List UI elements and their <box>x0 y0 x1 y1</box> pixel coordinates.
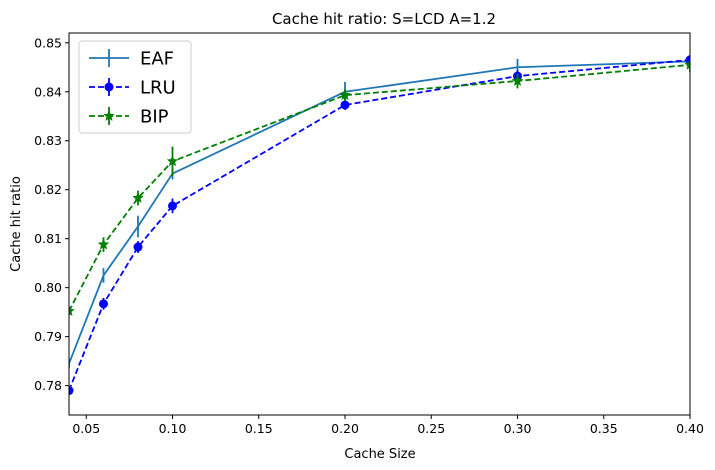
series-layer <box>69 55 690 396</box>
legend-marker-bip <box>103 109 115 121</box>
x-tick-label: 0.10 <box>159 421 187 436</box>
data-point-bip <box>511 74 524 86</box>
data-point-bip <box>132 191 144 204</box>
legend-box <box>78 40 192 134</box>
x-axis-label: Cache Size <box>344 447 415 462</box>
y-tick-label: 0.84 <box>34 84 62 99</box>
data-point-bip <box>97 238 110 250</box>
legend-item-lru: LRU <box>89 78 176 99</box>
legend: EAF LRU BIP <box>78 40 192 134</box>
data-point-lru <box>99 299 108 309</box>
y-axis-label: Cache hit ratio <box>9 176 24 272</box>
y-tick-label: 0.82 <box>34 182 62 197</box>
data-point-lru <box>340 100 350 110</box>
data-point-lru <box>69 386 74 396</box>
x-tick-label: 0.30 <box>504 421 532 436</box>
y-tick-label: 0.83 <box>34 133 62 148</box>
series-bip <box>69 57 690 317</box>
y-tick-label: 0.81 <box>34 231 62 246</box>
data-point-lru <box>168 201 177 211</box>
plot-frame <box>68 32 691 416</box>
legend-item-eaf: EAF <box>89 49 174 70</box>
legend-marker-lru <box>104 82 114 92</box>
legend-label-eaf: EAF <box>140 49 174 70</box>
y-tick-label: 0.80 <box>34 280 62 295</box>
x-tick-label: 0.20 <box>331 421 359 436</box>
data-point-bip <box>166 155 179 167</box>
x-tick-label: 0.15 <box>245 421 273 436</box>
y-tick-label: 0.78 <box>34 378 62 393</box>
x-tick-label: 0.05 <box>72 421 100 436</box>
x-tick-label: 0.35 <box>590 421 618 436</box>
data-point-bip <box>69 304 75 317</box>
data-point-lru <box>133 242 143 252</box>
y-tick-label: 0.79 <box>34 329 62 344</box>
chart-title: Cache hit ratio: S=LCD A=1.2 <box>272 10 496 28</box>
data-point-bip <box>339 89 351 101</box>
legend-label-lru: LRU <box>140 78 176 99</box>
legend-item-bip: BIP <box>89 107 169 128</box>
x-tick-label: 0.40 <box>676 421 704 436</box>
y-tick-label: 0.85 <box>34 35 62 50</box>
y-axis: 0.78 0.79 0.80 0.81 0.82 0.83 0.84 0.85 <box>34 35 69 393</box>
legend-label-bip: BIP <box>140 107 169 128</box>
data-point-bip <box>684 58 690 70</box>
x-tick-label: 0.25 <box>417 421 445 436</box>
x-axis: 0.05 0.10 0.15 0.20 0.25 0.30 0.35 0.40 <box>72 415 704 436</box>
